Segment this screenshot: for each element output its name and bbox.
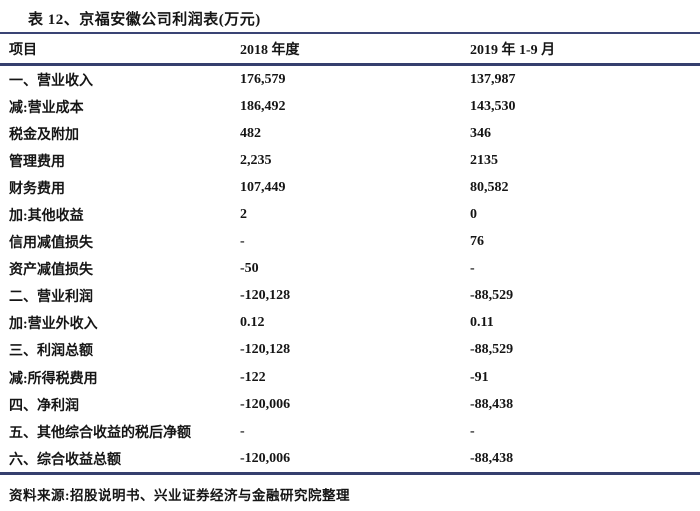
value-2019: -88,438 <box>470 450 514 466</box>
value-2018: 186,492 <box>240 98 286 114</box>
table-title: 表 12、京福安徽公司利润表(万元) <box>28 12 261 28</box>
table-row: 财务费用 107,449 80,582 <box>0 174 700 201</box>
table-header: 项目 2018 年度 2019 年 1-9 月 <box>0 34 700 63</box>
value-2018: -120,006 <box>240 396 291 412</box>
table-row: 加:营业外收入 0.12 0.11 <box>0 310 700 337</box>
table-row: 减:营业成本 186,492 143,530 <box>0 93 700 120</box>
value-2018: -120,128 <box>240 288 291 304</box>
row-label: 六、综合收益总额 <box>9 452 121 468</box>
table-row: 五、其他综合收益的税后净额 - - <box>0 418 700 445</box>
value-2018: -120,128 <box>240 342 291 358</box>
value-2019: 2135 <box>470 152 498 168</box>
value-2019: - <box>470 261 475 277</box>
header-divider <box>0 63 700 66</box>
value-2018: -122 <box>240 369 266 385</box>
value-2019: 76 <box>470 234 484 250</box>
row-label: 财务费用 <box>9 181 65 197</box>
value-2019: - <box>470 423 475 439</box>
table-row: 四、净利润 -120,006 -88,438 <box>0 391 700 418</box>
value-2018: -50 <box>240 261 259 277</box>
value-2018: 176,579 <box>240 71 286 87</box>
value-2018: 482 <box>240 125 261 141</box>
value-2018: - <box>240 234 245 250</box>
value-2019: 346 <box>470 125 491 141</box>
row-label: 减:营业成本 <box>9 100 84 116</box>
header-2018: 2018 年度 <box>240 42 300 58</box>
row-label: 加:其他收益 <box>9 209 84 225</box>
row-label: 三、利润总额 <box>9 344 93 360</box>
value-2018: 2 <box>240 207 247 223</box>
row-label: 一、营业收入 <box>9 73 93 89</box>
row-label: 二、营业利润 <box>9 290 93 306</box>
table-body: 一、营业收入 176,579 137,987 减:营业成本 186,492 14… <box>0 66 700 472</box>
value-2018: -120,006 <box>240 450 291 466</box>
value-2019: -88,438 <box>470 396 514 412</box>
row-label: 信用减值损失 <box>9 236 93 252</box>
source-note: 资料来源:招股说明书、兴业证券经济与金融研究院整理 <box>9 488 350 504</box>
row-label: 加:营业外收入 <box>9 317 98 333</box>
table-row: 资产减值损失 -50 - <box>0 256 700 283</box>
value-2019: 80,582 <box>470 179 509 195</box>
value-2019: -91 <box>470 369 489 385</box>
value-2019: 143,530 <box>470 98 516 114</box>
header-2019-1-9: 2019 年 1-9 月 <box>470 42 556 58</box>
value-2019: 137,987 <box>470 71 516 87</box>
row-label: 减:所得税费用 <box>9 371 98 387</box>
row-label: 四、净利润 <box>9 398 79 414</box>
table-row: 税金及附加 482 346 <box>0 120 700 147</box>
title-divider <box>0 32 700 34</box>
table-row: 减:所得税费用 -122 -91 <box>0 364 700 391</box>
value-2018: 0.12 <box>240 315 265 331</box>
row-label: 五、其他综合收益的税后净额 <box>9 425 191 441</box>
table-row: 一、营业收入 176,579 137,987 <box>0 66 700 93</box>
table-row: 三、利润总额 -120,128 -88,529 <box>0 337 700 364</box>
table-row: 加:其他收益 2 0 <box>0 201 700 228</box>
table-row: 信用减值损失 - 76 <box>0 229 700 256</box>
table-row: 六、综合收益总额 -120,006 -88,438 <box>0 445 700 472</box>
header-item: 项目 <box>9 42 37 58</box>
bottom-divider <box>0 472 700 476</box>
row-label: 管理费用 <box>9 154 65 170</box>
value-2019: -88,529 <box>470 342 514 358</box>
value-2018: - <box>240 423 245 439</box>
table-row: 二、营业利润 -120,128 -88,529 <box>0 283 700 310</box>
row-label: 税金及附加 <box>9 127 79 143</box>
value-2018: 2,235 <box>240 152 272 168</box>
value-2018: 107,449 <box>240 179 286 195</box>
table-row: 管理费用 2,235 2135 <box>0 147 700 174</box>
value-2019: 0.11 <box>470 315 494 331</box>
row-label: 资产减值损失 <box>9 263 93 279</box>
value-2019: -88,529 <box>470 288 514 304</box>
value-2019: 0 <box>470 207 477 223</box>
